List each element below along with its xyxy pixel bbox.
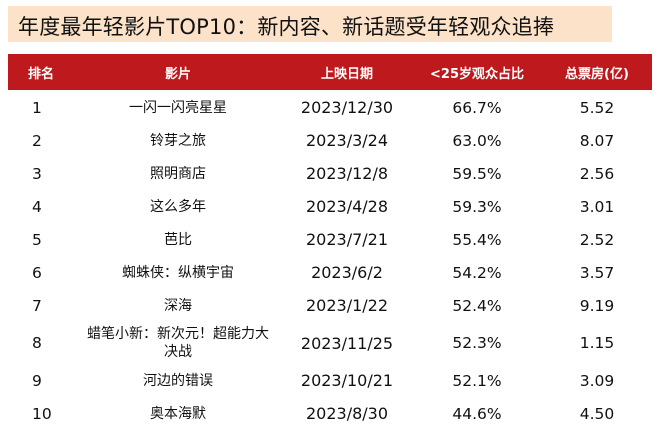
box-office-cell: 3.01 xyxy=(579,197,615,216)
date-cell: 2023/7/21 xyxy=(305,230,389,249)
share-cell: 52.3% xyxy=(452,334,502,352)
table-row: 1 一闪一闪亮星星 2023/12/30 66.7% 5.52 xyxy=(8,91,652,124)
share-cell: 52.1% xyxy=(452,371,502,390)
page-title: 年度最年轻影片TOP10：新内容、新话题受年轻观众追捧 xyxy=(18,15,555,39)
box-office-cell: 1.15 xyxy=(579,334,615,352)
film-cell: 铃芽之旅 xyxy=(150,132,206,149)
film-cell: 奥本海默 xyxy=(150,405,206,422)
share-cell: 59.5% xyxy=(452,164,502,183)
film-cell: 蜡笔小新：新次元！超能力大决战 xyxy=(87,326,269,360)
box-office-cell: 2.52 xyxy=(579,230,615,249)
rank-cell: 7 xyxy=(32,296,42,315)
date-cell: 2023/4/28 xyxy=(305,197,389,216)
share-cell: 44.6% xyxy=(452,404,502,423)
date-cell: 2023/10/21 xyxy=(300,371,394,390)
table-row: 3 照明商店 2023/12/8 59.5% 2.56 xyxy=(8,157,652,190)
film-cell: 河边的错误 xyxy=(143,372,213,389)
box-office-cell: 2.56 xyxy=(579,164,615,183)
column-header-release-date: 上映日期 xyxy=(320,66,373,82)
date-cell: 2023/12/30 xyxy=(300,98,394,117)
rank-cell: 1 xyxy=(32,98,42,117)
share-cell: 66.7% xyxy=(452,98,502,117)
film-cell: 这么多年 xyxy=(150,198,206,215)
film-cell: 芭比 xyxy=(164,231,192,248)
column-header-box-office: 总票房(亿) xyxy=(565,66,629,82)
date-cell: 2023/8/30 xyxy=(305,404,389,423)
table-row: 2 铃芽之旅 2023/3/24 63.0% 8.07 xyxy=(8,124,652,157)
date-cell: 2023/1/22 xyxy=(305,296,389,315)
box-office-cell: 5.52 xyxy=(579,98,615,117)
rank-cell: 3 xyxy=(32,164,42,183)
rank-cell: 4 xyxy=(32,197,42,216)
box-office-cell: 9.19 xyxy=(579,296,615,315)
film-cell: 深海 xyxy=(164,297,192,314)
box-office-cell: 4.50 xyxy=(579,404,615,423)
column-header-rank: 排名 xyxy=(27,66,54,82)
date-cell: 2023/11/25 xyxy=(300,333,394,353)
table-body: 1 一闪一闪亮星星 2023/12/30 66.7% 5.52 2 铃芽之旅 2… xyxy=(8,91,652,430)
table-row: 10 奥本海默 2023/8/30 44.6% 4.50 xyxy=(8,397,652,430)
box-office-cell: 8.07 xyxy=(579,131,615,150)
table-row: 7 深海 2023/1/22 52.4% 9.19 xyxy=(8,289,652,322)
table-row: 9 河边的错误 2023/10/21 52.1% 3.09 xyxy=(8,364,652,397)
film-cell: 一闪一闪亮星星 xyxy=(129,99,227,116)
table-header: 排名 影片 上映日期 <25岁观众占比 总票房(亿) xyxy=(8,54,652,90)
film-cell: 蜘蛛侠：纵横宇宙 xyxy=(122,264,234,281)
date-cell: 2023/12/8 xyxy=(305,164,389,183)
share-cell: 52.4% xyxy=(452,296,502,315)
date-cell: 2023/3/24 xyxy=(305,131,389,150)
table-row: 6 蜘蛛侠：纵横宇宙 2023/6/2 54.2% 3.57 xyxy=(8,256,652,289)
box-office-cell: 3.09 xyxy=(579,371,615,390)
rank-cell: 6 xyxy=(32,263,42,282)
date-cell: 2023/6/2 xyxy=(311,263,383,282)
share-cell: 59.3% xyxy=(452,197,502,216)
film-cell: 照明商店 xyxy=(150,165,206,182)
rank-cell: 8 xyxy=(32,334,42,352)
table-row: 8 蜡笔小新：新次元！超能力大决战 2023/11/25 52.3% 1.15 xyxy=(8,322,652,364)
table-row: 5 芭比 2023/7/21 55.4% 2.52 xyxy=(8,223,652,256)
table-row: 4 这么多年 2023/4/28 59.3% 3.01 xyxy=(8,190,652,223)
column-header-under25-share: <25岁观众占比 xyxy=(430,66,524,82)
box-office-cell: 3.57 xyxy=(579,263,615,282)
title-banner: 年度最年轻影片TOP10：新内容、新话题受年轻观众追捧 xyxy=(8,6,612,42)
rank-cell: 5 xyxy=(32,230,42,249)
rank-cell: 9 xyxy=(32,371,42,390)
share-cell: 55.4% xyxy=(452,230,502,249)
share-cell: 54.2% xyxy=(452,263,502,282)
rank-cell: 2 xyxy=(32,131,42,150)
column-header-film: 影片 xyxy=(164,66,191,82)
share-cell: 63.0% xyxy=(452,131,502,150)
rank-cell: 10 xyxy=(32,404,52,423)
